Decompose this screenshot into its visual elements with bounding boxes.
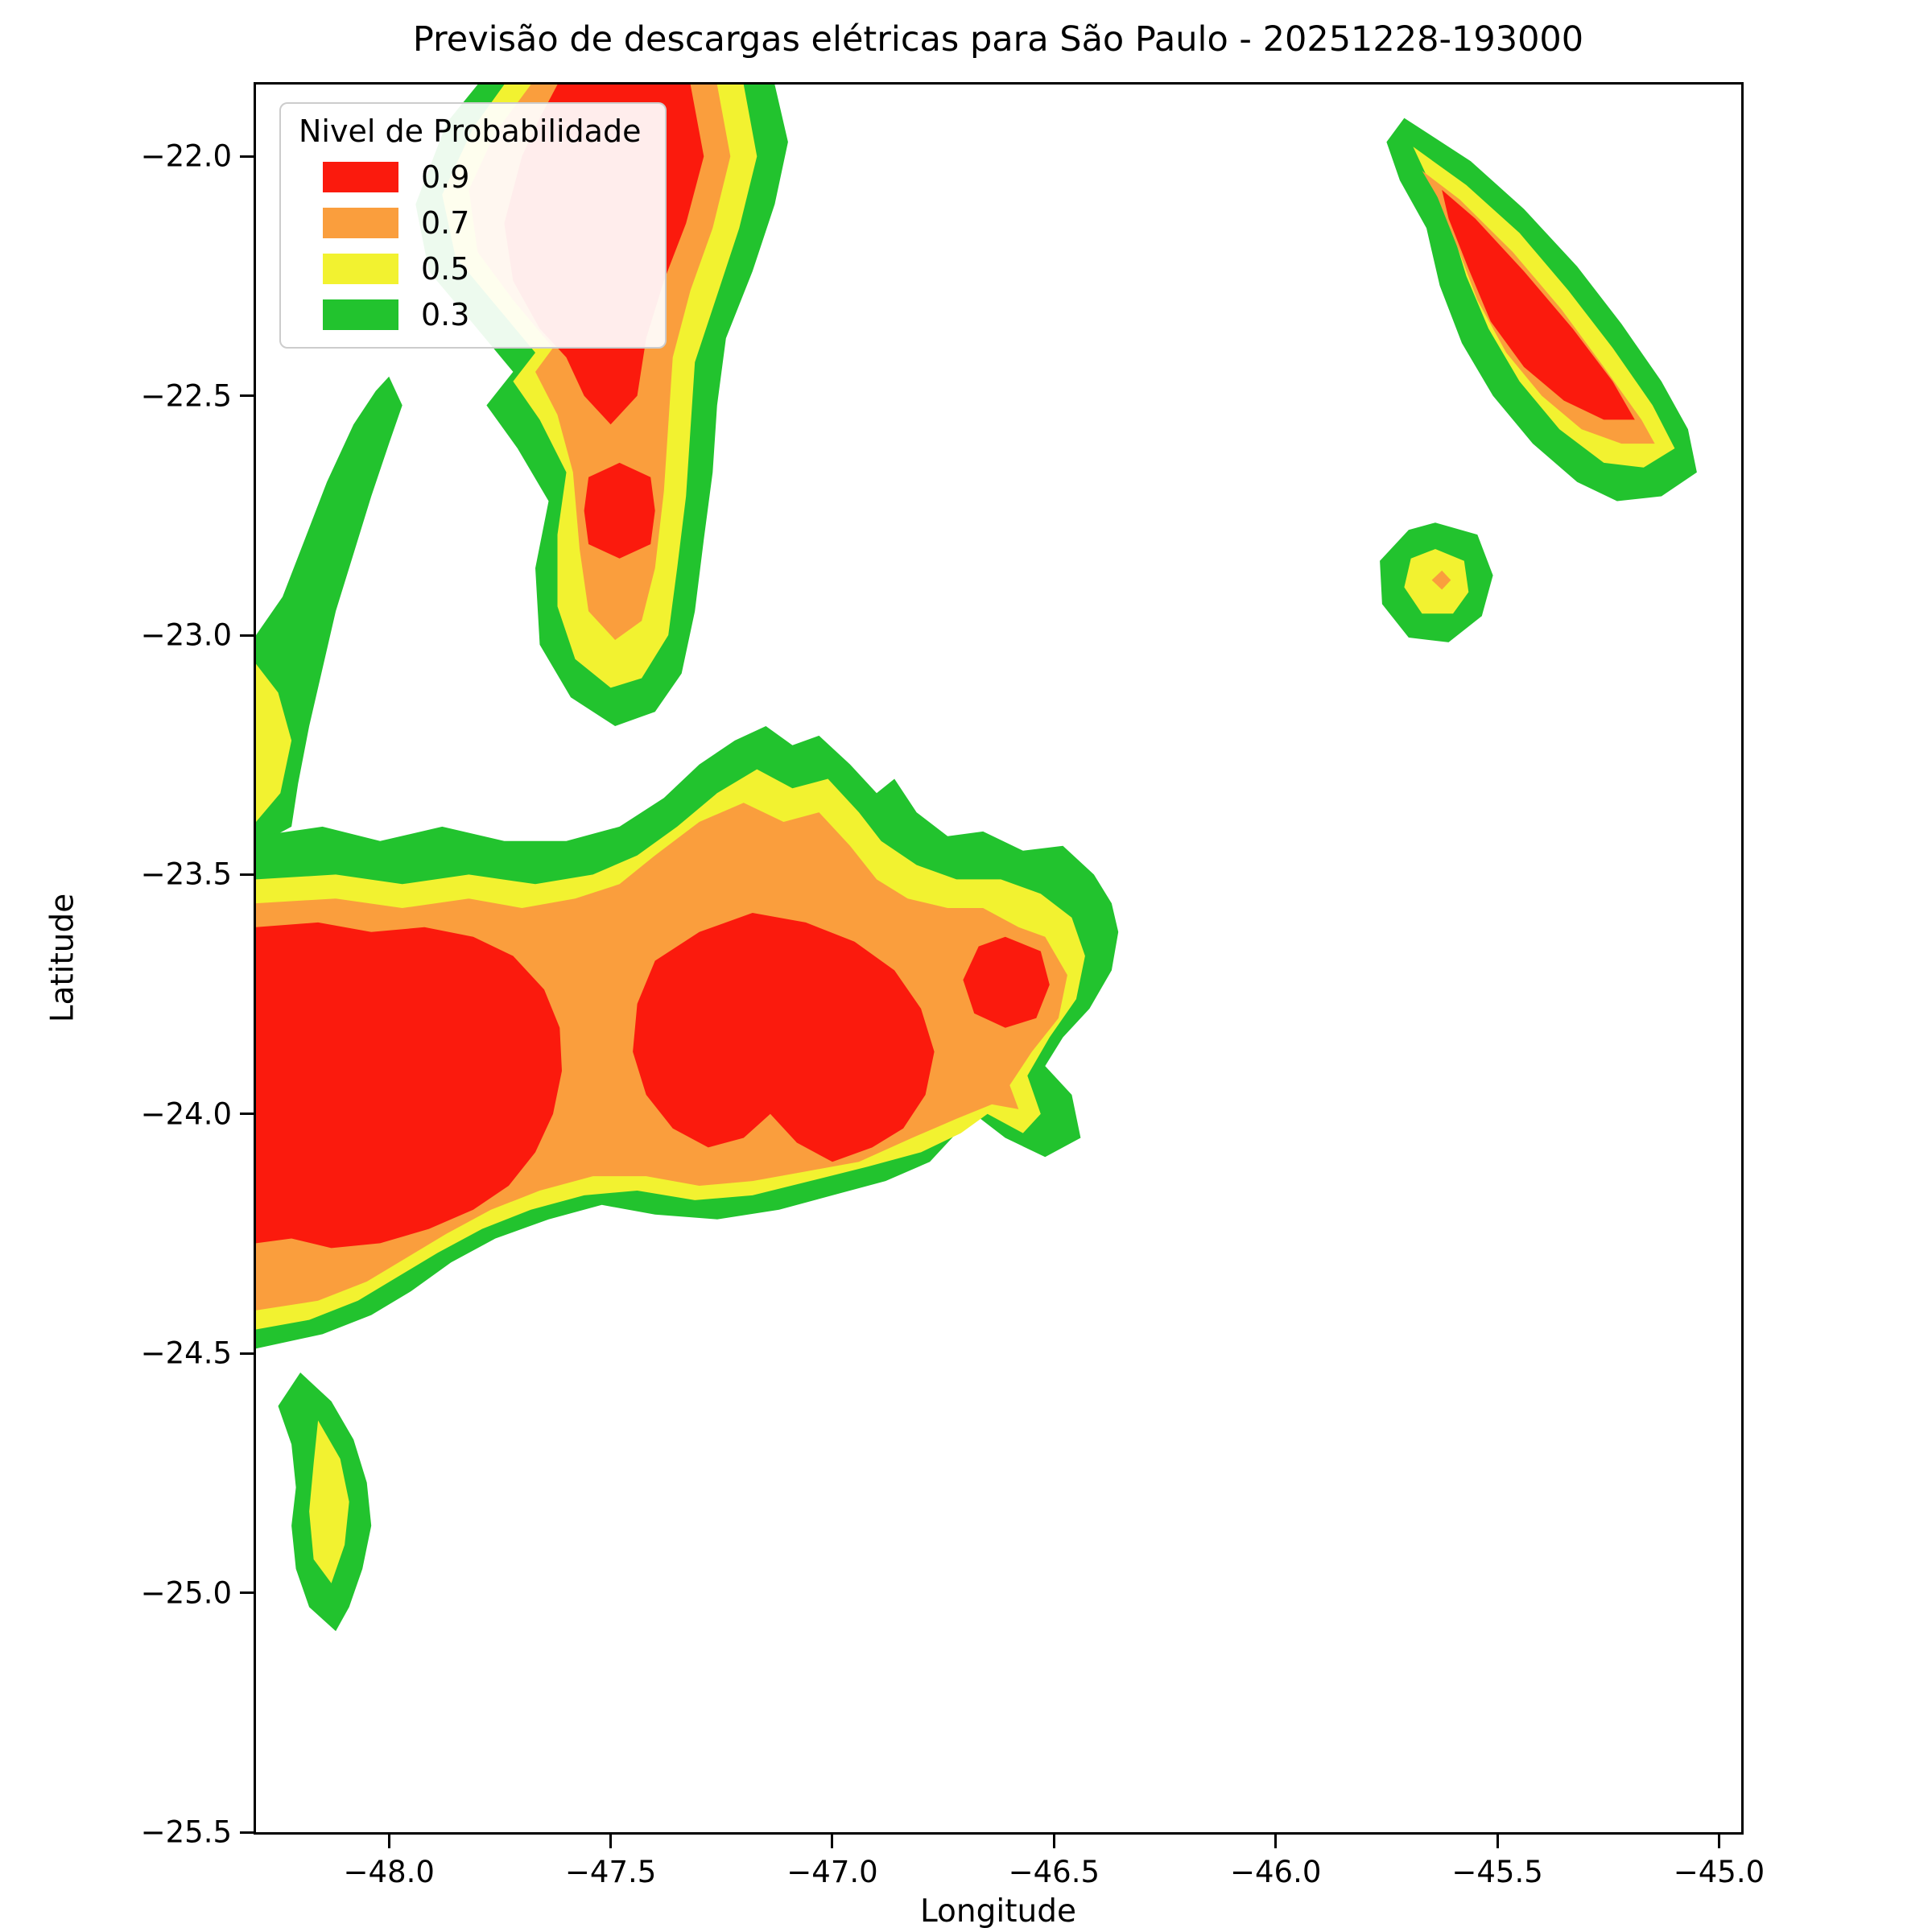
y-tick-label: −25.5 xyxy=(140,1814,232,1850)
plot-area xyxy=(254,82,1744,1835)
x-tick-mark xyxy=(1052,1835,1055,1848)
y-tick-label: −23.0 xyxy=(140,617,232,653)
legend: Nivel de Probabilidade 0.9 0.7 0.5 0.3 xyxy=(279,102,667,349)
legend-swatch xyxy=(323,208,398,238)
legend-title: Nivel de Probabilidade xyxy=(299,114,642,149)
y-tick-label: −23.5 xyxy=(140,857,232,892)
y-tick-label: −22.5 xyxy=(140,378,232,414)
y-tick-label: −24.0 xyxy=(140,1096,232,1132)
x-tick-mark xyxy=(1717,1835,1720,1848)
x-tick-mark xyxy=(1496,1835,1499,1848)
contour-region-northeast-cell-p09 xyxy=(1442,189,1635,420)
x-tick-mark xyxy=(609,1835,613,1848)
contour-region-north-cell-p09-south-spot xyxy=(584,462,655,559)
legend-entry: 0.9 xyxy=(323,159,641,195)
legend-label: 0.3 xyxy=(421,297,470,332)
contour-region-east-ring-p07-dot xyxy=(1431,570,1451,590)
contour-region-southwest-coast-arc-p05 xyxy=(309,1420,349,1583)
legend-entry: 0.7 xyxy=(323,205,641,241)
contour-region-south-cell-p09-central xyxy=(633,913,935,1162)
legend-label: 0.9 xyxy=(421,159,470,195)
legend-entry: 0.5 xyxy=(323,251,641,287)
legend-swatch xyxy=(323,162,398,192)
legend-label: 0.5 xyxy=(421,251,470,287)
chart-title: Previsão de descargas elétricas para São… xyxy=(412,19,1584,60)
x-tick-label: −45.5 xyxy=(1451,1855,1543,1889)
y-tick-mark xyxy=(240,873,254,876)
contour-region-south-cell-p09-east xyxy=(963,936,1050,1028)
x-tick-label: −45.0 xyxy=(1673,1855,1765,1889)
y-axis-label: Latitude xyxy=(44,893,81,1023)
y-tick-mark xyxy=(240,1352,254,1355)
x-tick-label: −48.0 xyxy=(343,1855,435,1889)
y-tick-mark xyxy=(240,1831,254,1834)
y-tick-label: −22.0 xyxy=(140,138,232,174)
x-axis-label: Longitude xyxy=(920,1893,1076,1930)
x-tick-mark xyxy=(387,1835,390,1848)
contour-plot xyxy=(256,85,1697,1632)
y-tick-label: −24.5 xyxy=(140,1335,232,1371)
x-tick-mark xyxy=(831,1835,834,1848)
x-tick-label: −46.5 xyxy=(1008,1855,1100,1889)
contour-region-west-coast-arc-p05 xyxy=(256,663,292,822)
y-tick-mark xyxy=(240,1113,254,1116)
y-tick-label: −25.0 xyxy=(140,1575,232,1611)
legend-entry: 0.3 xyxy=(323,297,641,332)
x-tick-label: −47.0 xyxy=(786,1855,878,1889)
legend-swatch xyxy=(323,254,398,284)
x-tick-label: −47.5 xyxy=(564,1855,657,1889)
legend-label: 0.7 xyxy=(421,205,470,241)
legend-entries: 0.9 0.7 0.5 0.3 xyxy=(299,159,641,332)
y-tick-mark xyxy=(240,1591,254,1595)
contour-region-south-cell-p09-west xyxy=(256,922,562,1249)
y-tick-mark xyxy=(240,394,254,398)
contour-region-west-coast-arc-p03 xyxy=(256,376,402,846)
x-tick-label: −46.0 xyxy=(1230,1855,1322,1889)
y-tick-mark xyxy=(240,155,254,158)
legend-swatch xyxy=(323,299,398,330)
x-tick-mark xyxy=(1274,1835,1278,1848)
y-tick-mark xyxy=(240,634,254,637)
